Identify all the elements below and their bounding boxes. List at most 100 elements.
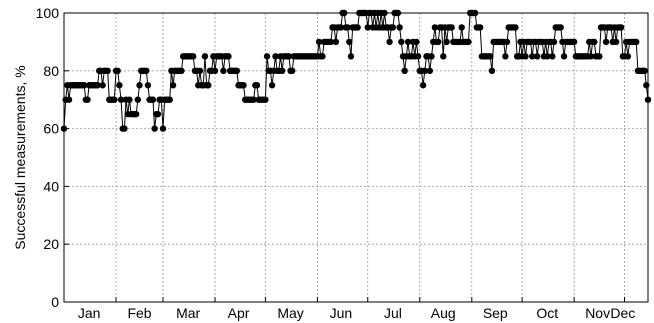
data-point — [431, 24, 439, 31]
data-point — [263, 53, 271, 60]
data-point — [114, 67, 121, 75]
y-tick-label: 60 — [43, 121, 59, 137]
data-point — [587, 53, 595, 60]
y-tick-label: 20 — [43, 236, 59, 252]
data-point — [166, 96, 173, 103]
data-point — [641, 67, 648, 75]
tick-labels: 0 20 40 60 80 100 Jan Feb Mar Apr May Jun Jul Aug Sep O… — [36, 5, 636, 321]
data-point — [104, 67, 111, 75]
data-point — [151, 125, 158, 132]
data-point — [633, 38, 640, 46]
x-tick-label: Sep — [483, 305, 508, 321]
data-point — [413, 38, 420, 46]
x-tick-label: Apr — [228, 305, 250, 321]
data-point — [332, 38, 340, 46]
data-point — [346, 38, 353, 46]
series-successful-measurements — [60, 9, 652, 132]
data-point — [529, 53, 536, 60]
data-point — [487, 53, 494, 60]
data-point — [503, 38, 511, 46]
data-point — [428, 53, 435, 60]
y-tick-label: 0 — [51, 294, 59, 310]
data-point — [544, 53, 551, 60]
axes — [63, 12, 649, 303]
data-point — [327, 38, 335, 46]
data-point — [65, 96, 73, 103]
x-tick-label: Jun — [330, 305, 353, 321]
data-point — [315, 38, 323, 46]
data-point — [419, 82, 427, 89]
data-point — [591, 38, 598, 46]
data-point — [560, 53, 568, 60]
x-tick-label: Mar — [176, 305, 200, 321]
data-point — [190, 53, 197, 60]
data-point — [136, 82, 143, 89]
data-point — [443, 38, 450, 46]
data-point — [154, 110, 162, 118]
data-point — [396, 24, 403, 31]
data-point — [84, 96, 91, 103]
data-point — [624, 53, 632, 60]
data-point — [144, 82, 152, 89]
data-point — [80, 82, 88, 89]
data-point — [550, 38, 558, 46]
x-tick-label: Oct — [536, 305, 558, 321]
data-point — [440, 53, 447, 60]
data-point — [488, 67, 496, 75]
data-point — [178, 67, 185, 75]
data-point — [341, 9, 348, 17]
data-point — [549, 53, 556, 60]
data-point — [448, 24, 455, 31]
x-tick-label: Jul — [384, 305, 402, 321]
y-tick-label: 80 — [43, 63, 59, 79]
data-point — [476, 24, 484, 31]
data-point — [278, 67, 286, 75]
data-point — [205, 82, 212, 89]
data-point — [225, 53, 232, 60]
data-point — [404, 38, 412, 46]
data-point — [414, 53, 422, 60]
data-point — [211, 67, 219, 75]
data-point — [512, 24, 519, 31]
data-point — [319, 53, 326, 60]
data-point — [471, 9, 479, 17]
data-point — [134, 96, 142, 103]
data-point — [268, 82, 276, 89]
data-point — [143, 67, 150, 75]
x-tick-label: Feb — [127, 305, 151, 321]
data-point — [240, 82, 247, 89]
data-point — [570, 38, 578, 46]
data-point — [502, 53, 509, 60]
data-point — [94, 82, 101, 89]
data-point — [272, 53, 279, 60]
data-point — [617, 24, 625, 31]
data-point — [347, 53, 355, 60]
data-point — [401, 67, 408, 75]
data-point — [602, 38, 610, 46]
data-point — [337, 24, 345, 31]
data-point — [465, 38, 472, 46]
data-point — [557, 24, 564, 31]
data-point — [394, 9, 402, 17]
data-point — [117, 96, 125, 103]
data-point — [250, 96, 257, 103]
data-point — [381, 9, 388, 17]
x-tick-label: Jan — [78, 305, 101, 321]
data-point — [354, 24, 361, 31]
plot-frame — [63, 12, 649, 303]
data-point — [220, 67, 227, 75]
x-tick-label: Nov — [585, 305, 610, 321]
data-point — [389, 24, 397, 31]
data-point — [132, 110, 140, 118]
data-point — [233, 67, 241, 75]
data-point — [116, 82, 123, 89]
y-axis-title: Successful measurements, % — [12, 65, 28, 249]
data-point — [253, 82, 261, 89]
data-point — [60, 125, 68, 132]
data-point — [262, 96, 269, 103]
data-point — [612, 38, 620, 46]
x-tick-label: May — [277, 305, 303, 321]
data-point — [398, 38, 405, 46]
data-point — [344, 24, 351, 31]
